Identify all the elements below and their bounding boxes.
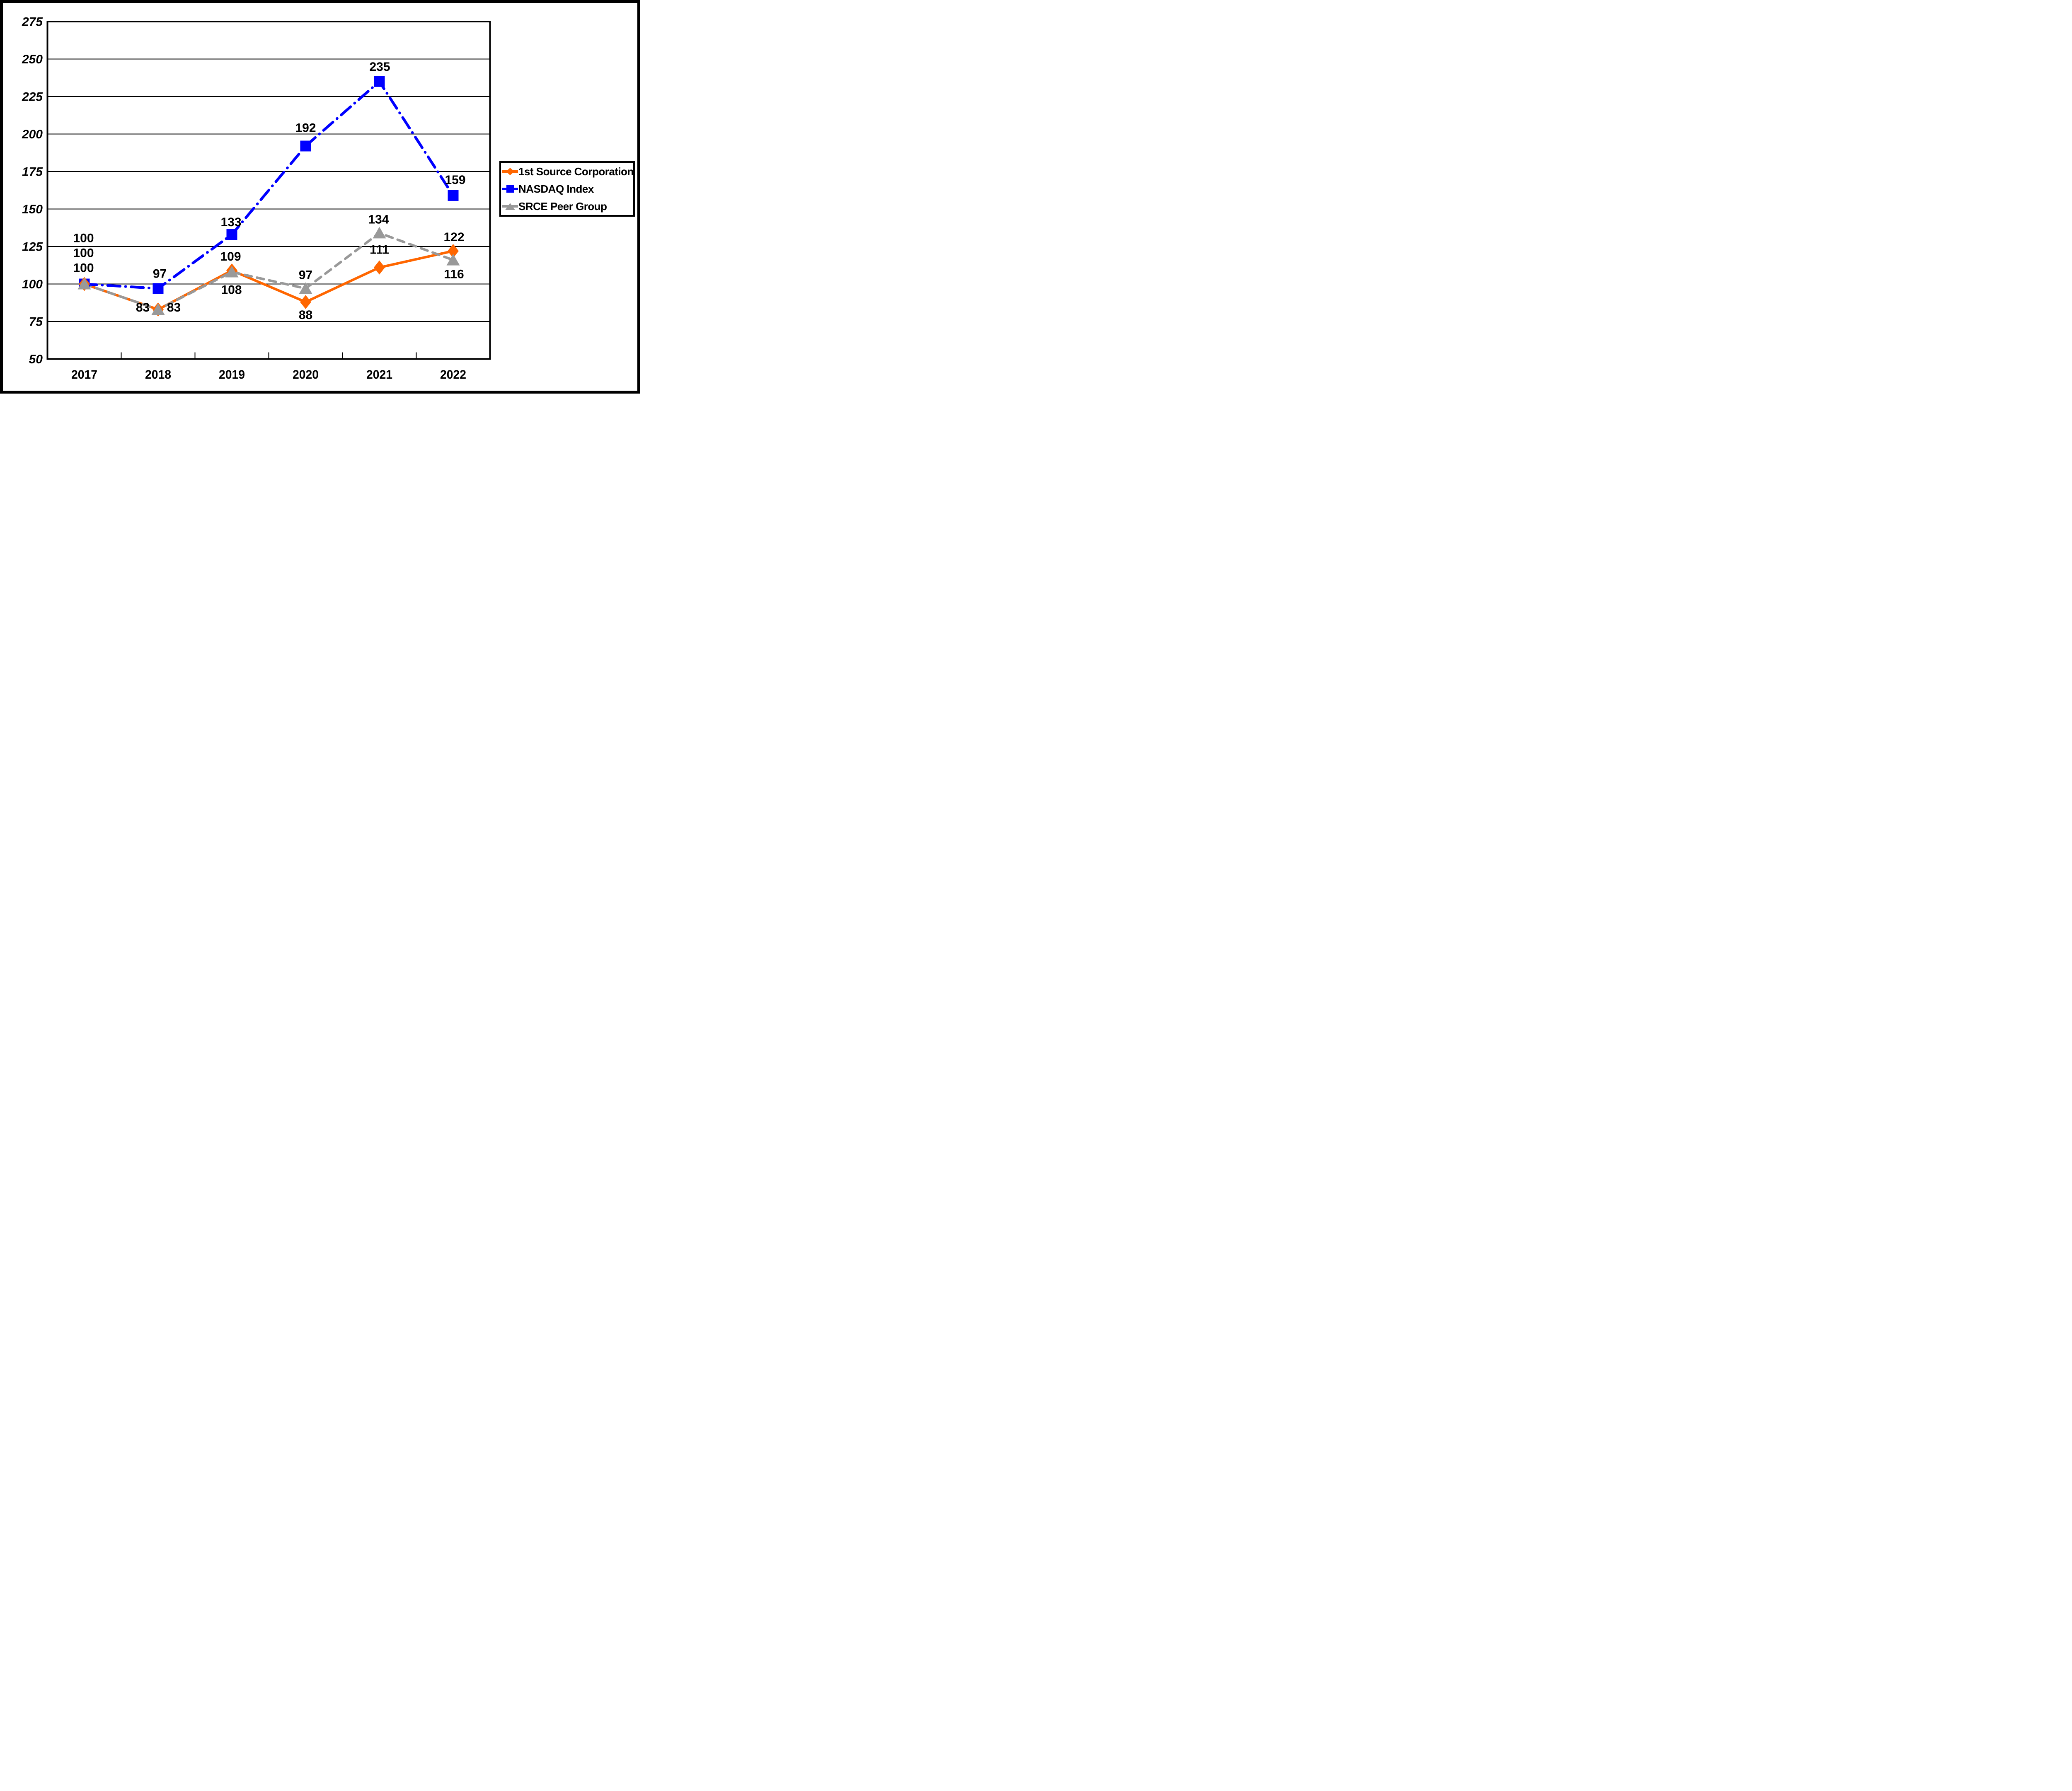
data-label-srce-peer-group-2020: 97 xyxy=(299,268,312,282)
marker-nasdaq-index-2020 xyxy=(300,140,311,152)
x-axis-labels: 2017 2018 2019 2020 2021 2022 xyxy=(71,368,466,382)
gridlines xyxy=(47,58,490,322)
data-label-nasdaq-index-2020: 192 xyxy=(295,121,316,135)
legend-item-srce-peer-group: SRCE Peer Group xyxy=(502,201,633,212)
data-label-1st-source-corporation-2018: 83 xyxy=(136,301,150,314)
chart-legend: 1st Source Corporation NASDAQ Index SRCE P… xyxy=(499,161,635,217)
x-axis-label-2018: 2018 xyxy=(145,368,171,382)
series-line-srce-peer-group xyxy=(83,232,455,311)
square-marker-icon xyxy=(502,185,518,193)
data-label-1st-source-corporation-2021: 111 xyxy=(370,243,389,257)
stock-performance-chart-page: 100 83 109 88 111 122 100 97 133 192 235 159 100 83 10… xyxy=(0,0,640,394)
data-label-srce-peer-group-2022: 116 xyxy=(444,268,464,281)
marker-srce-peer-group-2019 xyxy=(225,266,239,278)
y-axis-labels: 275 250 225 200 175 150 125 100 75 50 xyxy=(22,15,43,367)
y-axis-label-175: 175 xyxy=(22,165,43,179)
x-axis-ticks xyxy=(121,352,417,359)
y-axis-label-275: 275 xyxy=(22,15,43,29)
data-label-nasdaq-index-2021: 235 xyxy=(369,60,390,74)
marker-nasdaq-index-2018 xyxy=(152,283,164,294)
data-label-srce-peer-group-2017: 100 xyxy=(73,247,94,260)
data-labels: 100 83 109 88 111 122 100 97 133 192 235 159 100 83 10… xyxy=(73,60,465,322)
marker-nasdaq-index-2019 xyxy=(226,229,237,240)
y-axis-label-100: 100 xyxy=(22,278,43,291)
data-label-1st-source-corporation-2022: 122 xyxy=(443,230,464,244)
marker-1st-source-corporation-2021 xyxy=(374,260,385,275)
legend-label: NASDAQ Index xyxy=(518,183,594,195)
x-axis-label-2021: 2021 xyxy=(366,368,392,382)
y-axis-label-225: 225 xyxy=(22,90,43,104)
diamond-marker-icon xyxy=(502,168,518,175)
x-axis-label-2020: 2020 xyxy=(293,368,319,382)
data-label-1st-source-corporation-2017: 100 xyxy=(73,261,94,275)
marker-srce-peer-group-2020 xyxy=(299,282,312,294)
marker-srce-peer-group-2021 xyxy=(373,227,386,239)
outer-border xyxy=(0,0,640,394)
legend-label: SRCE Peer Group xyxy=(518,200,607,213)
data-label-srce-peer-group-2021: 134 xyxy=(368,213,389,226)
marker-srce-peer-group-2018 xyxy=(151,303,165,315)
series-line-nasdaq-index xyxy=(83,80,455,290)
data-label-nasdaq-index-2017: 100 xyxy=(73,232,94,245)
x-axis-label-2017: 2017 xyxy=(71,368,97,382)
data-label-nasdaq-index-2019: 133 xyxy=(220,215,241,229)
marker-1st-source-corporation-2020 xyxy=(300,295,311,309)
y-axis-label-200: 200 xyxy=(22,128,43,141)
y-axis-label-250: 250 xyxy=(22,53,43,66)
legend-item-1st-source-corporation: 1st Source Corporation xyxy=(502,165,634,178)
legend-item-nasdaq-index: NASDAQ Index xyxy=(502,184,633,194)
data-label-1st-source-corporation-2019: 109 xyxy=(220,250,241,263)
data-label-nasdaq-index-2018: 97 xyxy=(153,267,167,280)
data-label-srce-peer-group-2018: 83 xyxy=(167,301,181,314)
plot-border xyxy=(46,21,491,360)
legend-label: 1st Source Corporation xyxy=(518,165,634,178)
marker-1st-source-corporation-2022 xyxy=(448,244,459,258)
data-label-srce-peer-group-2019: 108 xyxy=(221,283,242,297)
y-axis-label-50: 50 xyxy=(29,353,43,366)
marker-nasdaq-index-2021 xyxy=(374,76,385,87)
data-label-1st-source-corporation-2020: 88 xyxy=(299,308,312,322)
x-axis-label-2022: 2022 xyxy=(440,368,466,382)
triangle-marker-icon xyxy=(502,203,518,210)
marker-srce-peer-group-2022 xyxy=(446,254,460,266)
marker-srce-peer-group-2017 xyxy=(77,278,91,290)
x-axis-label-2019: 2019 xyxy=(219,368,245,382)
data-label-nasdaq-index-2022: 159 xyxy=(445,173,465,187)
y-axis-label-75: 75 xyxy=(29,315,44,329)
marker-nasdaq-index-2022 xyxy=(448,190,459,201)
y-axis-label-125: 125 xyxy=(22,240,43,254)
y-axis-label-150: 150 xyxy=(22,203,43,216)
